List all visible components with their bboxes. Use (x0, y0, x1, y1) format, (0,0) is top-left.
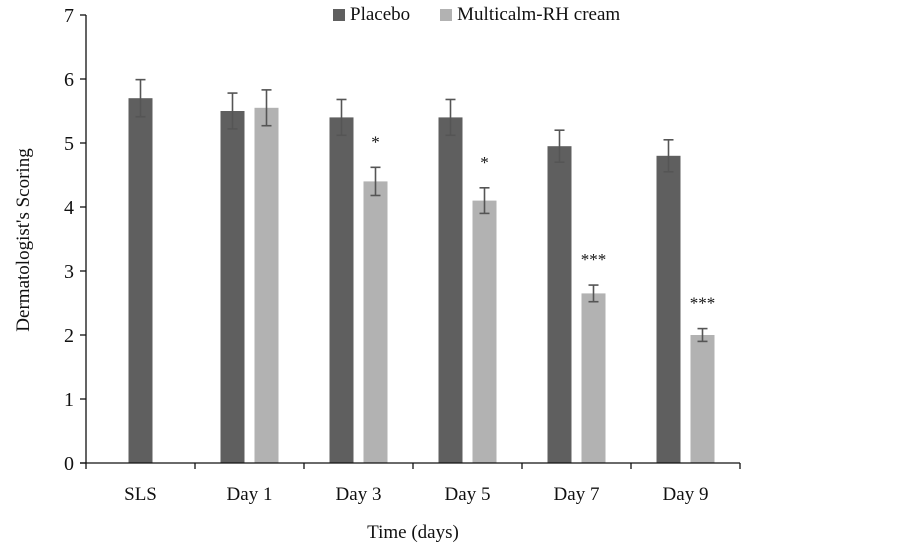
x-tick-label: SLS (124, 484, 157, 505)
x-axis-label: Time (days) (367, 522, 459, 543)
x-tick-label: Day 1 (227, 484, 273, 505)
legend-label-multicalm: Multicalm-RH cream (457, 4, 621, 25)
bar-multicalm-day-9 (690, 335, 715, 463)
y-tick-label: 5 (64, 133, 74, 155)
error-bar (445, 98, 456, 137)
y-tick-label: 7 (64, 5, 74, 27)
error-bar (588, 284, 599, 303)
error-bar (261, 89, 272, 127)
y-axis-label: Dermatologist's Scoring (13, 148, 34, 332)
y-tick-label: 2 (64, 325, 74, 347)
y-tick-label: 3 (64, 261, 74, 283)
y-tick-label: 0 (64, 453, 74, 475)
x-tick-label: Day 3 (336, 484, 382, 505)
bar-multicalm-day-1 (254, 107, 279, 464)
error-bar (227, 92, 238, 130)
axes-group: SLS Day 1 Day 3 Day 5 Day 7 Day 9 0 1 2 3 4 5 6 7 (64, 5, 741, 505)
x-tick-label: Day 7 (554, 484, 600, 505)
bar-placebo-day-1 (220, 111, 245, 463)
significance-label: *** (581, 250, 607, 269)
bar-placebo-day-3 (329, 117, 354, 464)
significance-label: * (480, 153, 489, 172)
significance-label: *** (690, 294, 716, 313)
legend-item-multicalm: Multicalm-RH cream (440, 4, 620, 26)
error-bar (135, 78, 146, 118)
legend-item-placebo: Placebo (333, 4, 410, 26)
error-bar (479, 187, 490, 215)
bars-group (128, 98, 715, 464)
x-tick-label: Day 9 (663, 484, 709, 505)
error-bar (554, 129, 565, 163)
x-tick-label: Day 5 (445, 484, 491, 505)
bar-placebo-day-7 (547, 146, 572, 463)
bar-multicalm-day-5 (472, 200, 497, 463)
legend-swatch-placebo (333, 9, 345, 21)
legend-label-placebo: Placebo (350, 4, 411, 25)
error-bar (336, 98, 347, 137)
bar-placebo-sls (128, 98, 153, 463)
y-tick-label: 1 (64, 389, 74, 411)
error-bar (697, 327, 708, 343)
legend: Placebo Multicalm-RH cream (333, 4, 650, 26)
bar-placebo-day-5 (438, 117, 463, 464)
y-tick-label: 6 (64, 69, 74, 91)
error-bar (370, 166, 381, 197)
bar-placebo-day-9 (656, 155, 681, 464)
y-tick-label: 4 (64, 197, 74, 219)
bar-multicalm-day-3 (363, 181, 388, 463)
error-bar (663, 139, 674, 173)
error-bars-group: ******** (135, 78, 716, 343)
significance-label: * (371, 132, 380, 151)
legend-swatch-multicalm (440, 9, 453, 21)
bar-multicalm-day-7 (581, 293, 606, 463)
